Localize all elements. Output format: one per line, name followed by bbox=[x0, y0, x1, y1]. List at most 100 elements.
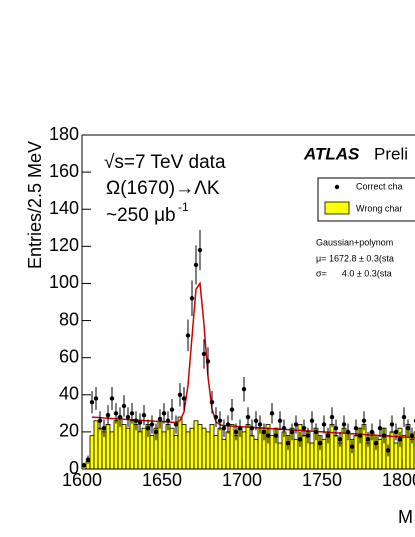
histogram-bar bbox=[377, 438, 383, 470]
histogram-bar bbox=[205, 431, 211, 470]
histogram-bar bbox=[217, 427, 223, 470]
data-point bbox=[133, 418, 139, 423]
data-point bbox=[193, 262, 199, 268]
data-point bbox=[105, 412, 111, 418]
data-point bbox=[169, 407, 175, 412]
histogram-bar bbox=[241, 431, 247, 470]
histogram-bar bbox=[193, 420, 199, 470]
histogram-bar bbox=[201, 427, 207, 470]
y-tick-label: 60 bbox=[59, 346, 79, 366]
histogram-bar bbox=[105, 424, 111, 470]
data-point bbox=[161, 411, 167, 416]
data-point bbox=[241, 387, 247, 392]
annotation: √s=7 TeV data bbox=[104, 152, 226, 173]
histogram-bar bbox=[129, 420, 135, 470]
data-point bbox=[301, 425, 307, 431]
legend-label: Correct cha bbox=[356, 181, 403, 191]
data-point bbox=[245, 414, 251, 420]
histogram-bar bbox=[93, 420, 99, 470]
data-point bbox=[229, 407, 235, 412]
histogram-bar bbox=[141, 427, 147, 470]
histogram-bar bbox=[89, 435, 95, 470]
data-point bbox=[337, 437, 343, 442]
x-axis-label: M bbox=[398, 507, 413, 527]
histogram-bar bbox=[341, 427, 347, 470]
data-point bbox=[149, 422, 155, 427]
histogram-bar bbox=[253, 438, 259, 470]
histogram-bar bbox=[361, 424, 367, 470]
data-point bbox=[89, 400, 95, 405]
data-point bbox=[401, 414, 407, 420]
histogram-bar bbox=[97, 427, 103, 470]
data-point bbox=[201, 351, 207, 357]
data-point bbox=[217, 418, 223, 423]
histogram-bar bbox=[337, 442, 343, 470]
data-point bbox=[257, 422, 263, 427]
histogram-bar bbox=[229, 424, 235, 470]
data-point bbox=[249, 425, 255, 431]
y-tick-label: 120 bbox=[49, 235, 79, 255]
data-point bbox=[197, 247, 203, 253]
data-point bbox=[93, 396, 99, 401]
data-point bbox=[285, 440, 291, 446]
data-point bbox=[221, 425, 227, 431]
x-tick-label: 1700 bbox=[222, 470, 262, 490]
x-tick-label: 1650 bbox=[142, 470, 182, 490]
data-point bbox=[181, 396, 187, 401]
y-tick-label: 40 bbox=[59, 384, 79, 404]
experiment: ATLAS bbox=[303, 144, 360, 163]
data-point bbox=[125, 414, 131, 420]
histogram-bar bbox=[133, 424, 139, 470]
histogram-bar bbox=[169, 427, 175, 470]
histogram-bar bbox=[321, 438, 327, 470]
y-axis-label: Entries/2.5 MeV bbox=[25, 141, 45, 269]
data-point bbox=[129, 411, 135, 416]
data-point bbox=[297, 437, 303, 442]
data-point bbox=[185, 333, 191, 338]
data-point bbox=[269, 411, 275, 416]
histogram-bar bbox=[277, 442, 283, 470]
data-point bbox=[281, 425, 287, 431]
histogram-bar bbox=[401, 435, 407, 470]
data-point bbox=[253, 418, 259, 423]
data-point bbox=[365, 437, 371, 442]
histogram-bar bbox=[165, 424, 171, 470]
annotation: Ω(1670)→ΛK bbox=[106, 178, 220, 199]
data-point bbox=[189, 296, 195, 301]
y-tick-label: 20 bbox=[59, 421, 79, 441]
histogram-bar bbox=[161, 431, 167, 470]
histogram-bar bbox=[249, 435, 255, 470]
legend-marker bbox=[334, 184, 340, 190]
data-point bbox=[137, 420, 143, 425]
histogram-bar bbox=[393, 442, 399, 470]
data-point bbox=[329, 414, 335, 420]
histogram-bar bbox=[185, 431, 191, 470]
data-point bbox=[273, 433, 279, 438]
y-tick-label: 80 bbox=[59, 309, 79, 329]
histogram-bar bbox=[101, 431, 107, 470]
data-point bbox=[109, 396, 115, 401]
histogram-bar bbox=[329, 424, 335, 470]
y-tick-label: 180 bbox=[49, 124, 79, 144]
data-point bbox=[121, 403, 127, 409]
histogram-bar bbox=[113, 420, 119, 470]
data-point bbox=[373, 440, 379, 446]
data-point bbox=[117, 414, 123, 420]
histogram-bar bbox=[233, 435, 239, 470]
data-point bbox=[397, 437, 403, 442]
y-tick-label: 100 bbox=[49, 272, 79, 292]
data-point bbox=[353, 425, 359, 431]
data-point bbox=[341, 422, 347, 427]
data-point bbox=[309, 418, 315, 423]
data-point bbox=[233, 429, 239, 435]
data-point bbox=[97, 418, 103, 423]
data-point bbox=[345, 429, 351, 435]
histogram-bar bbox=[257, 427, 263, 470]
x-tick-label: 1600 bbox=[62, 470, 102, 490]
data-point bbox=[393, 429, 399, 435]
data-point bbox=[381, 433, 387, 438]
histogram-bar bbox=[177, 416, 183, 470]
fit-text: σ= 4.0 ± 0.3(sta bbox=[316, 268, 392, 278]
histogram-bar bbox=[309, 442, 315, 470]
